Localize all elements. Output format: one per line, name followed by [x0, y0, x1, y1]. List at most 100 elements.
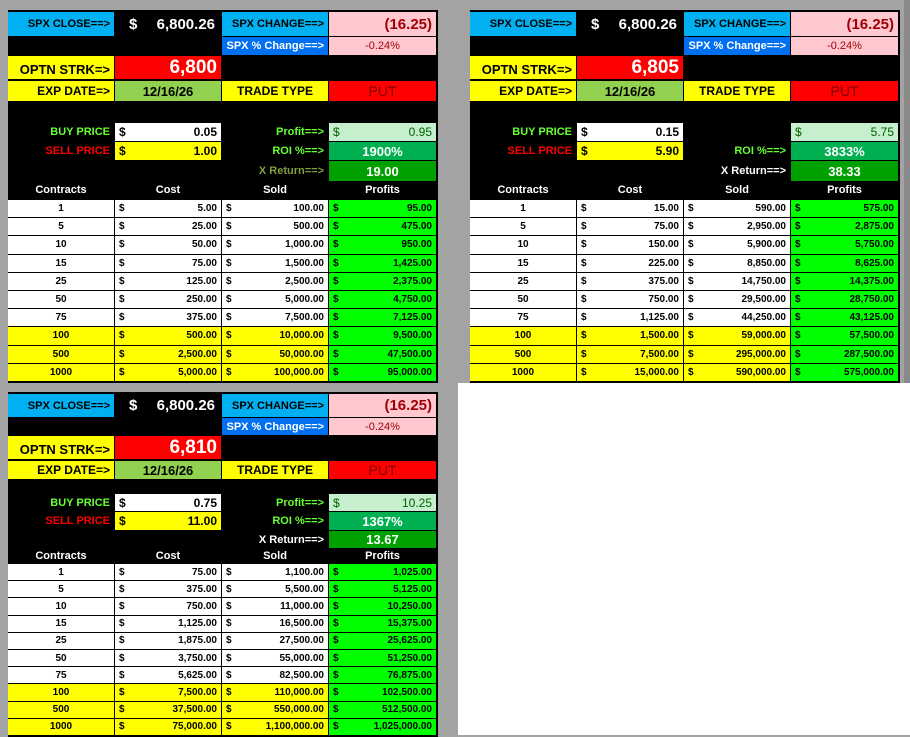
- profit-cell[interactable]: $95.00: [329, 200, 436, 218]
- sold-cell[interactable]: $590.00: [684, 200, 790, 218]
- contracts-cell[interactable]: 5: [470, 218, 576, 236]
- exp-date-value[interactable]: 12/16/26: [115, 81, 221, 101]
- sold-cell[interactable]: $2,500.00: [222, 272, 328, 290]
- contracts-cell[interactable]: 100: [8, 327, 114, 345]
- sold-cell[interactable]: $7,500.00: [222, 309, 328, 327]
- contracts-cell[interactable]: 15: [8, 254, 114, 272]
- trade-type-value[interactable]: PUT: [329, 81, 436, 101]
- optn-strike-value[interactable]: 6,805: [577, 56, 683, 79]
- cost-cell[interactable]: $75.00: [115, 254, 221, 272]
- cost-cell[interactable]: $750.00: [577, 290, 683, 309]
- sold-cell[interactable]: $44,250.00: [684, 309, 790, 327]
- contracts-cell[interactable]: 100: [470, 327, 576, 345]
- sold-cell[interactable]: $100.00: [222, 200, 328, 218]
- trade-type-value[interactable]: PUT: [791, 81, 898, 101]
- sold-cell[interactable]: $100,000.00: [222, 363, 328, 381]
- contracts-cell[interactable]: 25: [470, 272, 576, 290]
- profit-cell[interactable]: $4,750.00: [329, 290, 436, 309]
- sold-cell[interactable]: $14,750.00: [684, 272, 790, 290]
- contracts-cell[interactable]: 100: [8, 684, 114, 701]
- cost-cell[interactable]: $3,750.00: [115, 649, 221, 667]
- spx-change-value[interactable]: (16.25): [329, 394, 436, 417]
- profit-cell[interactable]: $25,625.00: [329, 632, 436, 649]
- contracts-cell[interactable]: 15: [470, 254, 576, 272]
- buy-price-input[interactable]: $0.15: [577, 123, 683, 141]
- profit-cell[interactable]: $102,500.00: [329, 684, 436, 701]
- contracts-cell[interactable]: 75: [470, 309, 576, 327]
- profit-value[interactable]: $0.95: [329, 123, 436, 141]
- cost-cell[interactable]: $375.00: [577, 272, 683, 290]
- sold-cell[interactable]: $10,000.00: [222, 327, 328, 345]
- cost-cell[interactable]: $15,000.00: [577, 363, 683, 381]
- contracts-cell[interactable]: 10: [8, 598, 114, 615]
- contracts-cell[interactable]: 1000: [470, 363, 576, 381]
- contracts-cell[interactable]: 1: [8, 200, 114, 218]
- sold-cell[interactable]: $5,900.00: [684, 236, 790, 254]
- sold-cell[interactable]: $110,000.00: [222, 684, 328, 701]
- cost-cell[interactable]: $15.00: [577, 200, 683, 218]
- sold-cell[interactable]: $50,000.00: [222, 345, 328, 363]
- sold-cell[interactable]: $1,100.00: [222, 564, 328, 581]
- contracts-cell[interactable]: 1000: [8, 363, 114, 381]
- cost-cell[interactable]: $225.00: [577, 254, 683, 272]
- profit-cell[interactable]: $15,375.00: [329, 615, 436, 632]
- roi-value[interactable]: 3833%: [791, 142, 898, 160]
- sold-cell[interactable]: $1,500.00: [222, 254, 328, 272]
- cost-cell[interactable]: $7,500.00: [115, 684, 221, 701]
- contracts-cell[interactable]: 500: [8, 701, 114, 718]
- cost-cell[interactable]: $37,500.00: [115, 701, 221, 718]
- cost-cell[interactable]: $1,875.00: [115, 632, 221, 649]
- spx-change-value[interactable]: (16.25): [329, 12, 436, 36]
- contracts-cell[interactable]: 500: [470, 345, 576, 363]
- cost-cell[interactable]: $7,500.00: [577, 345, 683, 363]
- cost-cell[interactable]: $500.00: [115, 327, 221, 345]
- sold-cell[interactable]: $29,500.00: [684, 290, 790, 309]
- exp-date-value[interactable]: 12/16/26: [115, 461, 221, 479]
- profit-cell[interactable]: $950.00: [329, 236, 436, 254]
- cost-cell[interactable]: $750.00: [115, 598, 221, 615]
- optn-strike-value[interactable]: 6,810: [115, 436, 221, 459]
- profit-cell[interactable]: $95,000.00: [329, 363, 436, 381]
- profit-cell[interactable]: $5,125.00: [329, 581, 436, 598]
- sold-cell[interactable]: $8,850.00: [684, 254, 790, 272]
- profit-cell[interactable]: $575,000.00: [791, 363, 898, 381]
- sold-cell[interactable]: $55,000.00: [222, 649, 328, 667]
- cost-cell[interactable]: $375.00: [115, 309, 221, 327]
- sold-cell[interactable]: $5,500.00: [222, 581, 328, 598]
- x-return-value[interactable]: 19.00: [329, 161, 436, 181]
- profit-cell[interactable]: $51,250.00: [329, 649, 436, 667]
- spx-close-value[interactable]: $6,800.26: [115, 12, 221, 36]
- cost-cell[interactable]: $150.00: [577, 236, 683, 254]
- spx-close-value[interactable]: $6,800.26: [577, 12, 683, 36]
- contracts-cell[interactable]: 10: [8, 236, 114, 254]
- profit-cell[interactable]: $28,750.00: [791, 290, 898, 309]
- profit-cell[interactable]: $1,425.00: [329, 254, 436, 272]
- cost-cell[interactable]: $1,125.00: [577, 309, 683, 327]
- sold-cell[interactable]: $1,000.00: [222, 236, 328, 254]
- cost-cell[interactable]: $25.00: [115, 218, 221, 236]
- cost-cell[interactable]: $75,000.00: [115, 718, 221, 735]
- contracts-cell[interactable]: 10: [470, 236, 576, 254]
- sold-cell[interactable]: $16,500.00: [222, 615, 328, 632]
- contracts-cell[interactable]: 25: [8, 632, 114, 649]
- profit-cell[interactable]: $287,500.00: [791, 345, 898, 363]
- profit-cell[interactable]: $1,025,000.00: [329, 718, 436, 735]
- exp-date-value[interactable]: 12/16/26: [577, 81, 683, 101]
- sold-cell[interactable]: $5,000.00: [222, 290, 328, 309]
- contracts-cell[interactable]: 50: [8, 290, 114, 309]
- cost-cell[interactable]: $125.00: [115, 272, 221, 290]
- profit-cell[interactable]: $5,750.00: [791, 236, 898, 254]
- contracts-cell[interactable]: 1: [470, 200, 576, 218]
- sold-cell[interactable]: $2,950.00: [684, 218, 790, 236]
- roi-value[interactable]: 1900%: [329, 142, 436, 160]
- sell-price-input[interactable]: $11.00: [115, 512, 221, 530]
- x-return-value[interactable]: 13.67: [329, 531, 436, 548]
- contracts-cell[interactable]: 75: [8, 667, 114, 684]
- cost-cell[interactable]: $1,500.00: [577, 327, 683, 345]
- contracts-cell[interactable]: 1000: [8, 718, 114, 735]
- profit-cell[interactable]: $57,500.00: [791, 327, 898, 345]
- spx-pct-value[interactable]: -0.24%: [329, 418, 436, 435]
- contracts-cell[interactable]: 5: [8, 218, 114, 236]
- profit-cell[interactable]: $2,875.00: [791, 218, 898, 236]
- cost-cell[interactable]: $1,125.00: [115, 615, 221, 632]
